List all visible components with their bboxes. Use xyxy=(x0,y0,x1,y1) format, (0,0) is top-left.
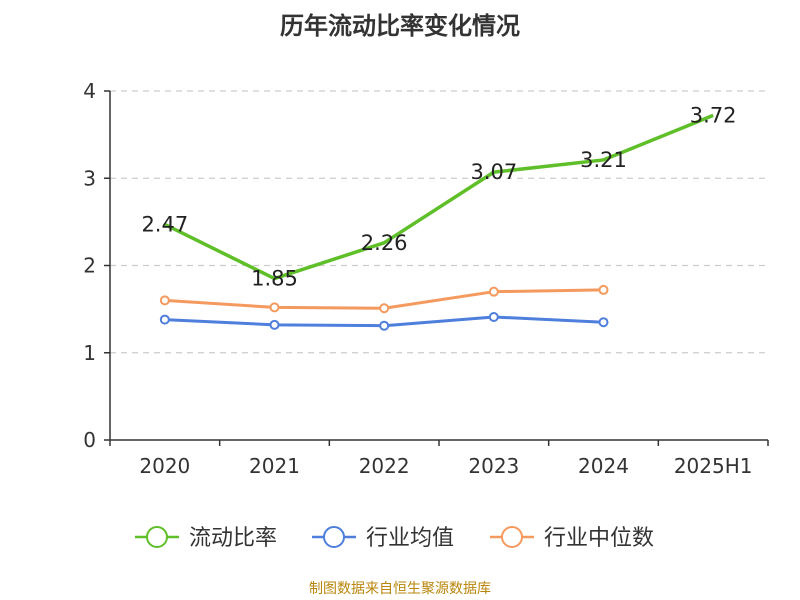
legend-item[interactable]: 流动比率 xyxy=(135,526,277,551)
y-tick-label: 4 xyxy=(83,79,96,103)
data-label: 3.21 xyxy=(580,148,627,172)
y-tick-label: 2 xyxy=(83,254,96,278)
data-point xyxy=(379,320,390,331)
series-line xyxy=(164,113,714,281)
legend-item[interactable]: 行业中位数 xyxy=(490,526,654,551)
x-tick-label: 2025H1 xyxy=(674,454,753,478)
data-point xyxy=(269,319,280,330)
data-point xyxy=(159,314,170,325)
data-label: 2.47 xyxy=(141,212,188,236)
legend-swatch-marker xyxy=(501,526,523,548)
legend-label: 流动比率 xyxy=(189,526,277,551)
data-label: 2.26 xyxy=(361,231,408,255)
legend-label: 行业均值 xyxy=(366,526,454,551)
x-tick-label: 2020 xyxy=(139,454,190,478)
source-note: 制图数据来自恒生聚源数据库 xyxy=(309,581,491,597)
series-lines xyxy=(159,113,714,331)
data-point xyxy=(488,286,499,297)
data-point xyxy=(598,284,609,295)
grid-lines xyxy=(110,90,768,354)
y-tick-label: 1 xyxy=(83,341,96,365)
data-point xyxy=(598,317,609,328)
data-point xyxy=(159,295,170,306)
y-tick-label: 3 xyxy=(83,166,96,190)
x-tick-label: 2023 xyxy=(468,454,519,478)
chart-title: 历年流动比率变化情况 xyxy=(280,12,520,40)
legend-swatch-marker xyxy=(323,526,345,548)
y-tick-label: 0 xyxy=(83,428,96,452)
legend-label: 行业中位数 xyxy=(544,526,654,551)
legend[interactable]: 流动比率 行业均值 行业中位数 xyxy=(135,526,654,551)
data-label: 3.72 xyxy=(690,103,737,127)
axes: 0 1 2 3 4 2020 2021 2022 2023 2024 2025H1 xyxy=(83,79,769,478)
data-point xyxy=(269,302,280,313)
x-tick-label: 2022 xyxy=(359,454,410,478)
data-point xyxy=(488,311,499,322)
legend-item[interactable]: 行业均值 xyxy=(312,526,454,551)
data-label: 3.07 xyxy=(470,160,517,184)
data-label: 1.85 xyxy=(251,267,298,291)
data-point xyxy=(379,303,390,314)
x-tick-label: 2021 xyxy=(249,454,300,478)
x-tick-label: 2024 xyxy=(578,454,629,478)
legend-swatch-marker xyxy=(146,526,168,548)
data-labels: 2.47 1.85 2.26 3.07 3.21 3.72 xyxy=(141,103,736,290)
